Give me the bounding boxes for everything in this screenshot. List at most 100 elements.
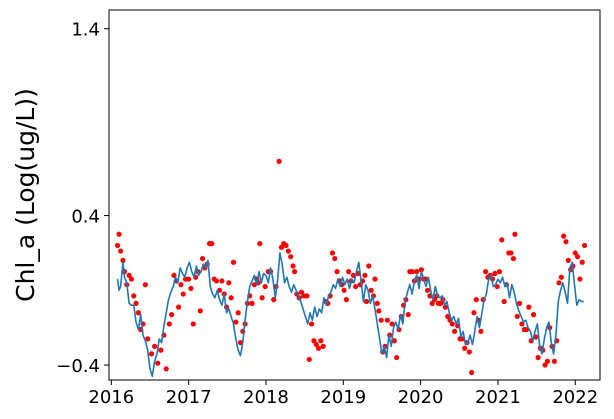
scatter-point [288,254,294,260]
scatter-point [530,312,537,318]
x-tick-label: 2017 [166,387,212,408]
scatter-point [343,297,349,303]
scatter-point [551,358,557,364]
scatter-point [152,343,158,349]
scatter-point [409,269,415,275]
scatter-point [306,356,312,363]
scatter-point [574,254,581,260]
scatter-point [565,257,571,263]
plot-content [114,158,588,378]
y-tick-label: −0.4 [56,356,100,377]
scatter-point [278,244,285,250]
scatter-point [394,354,400,361]
scatter-point [259,295,265,301]
scatter-point [118,248,124,254]
scatter-point [175,304,182,310]
scatter-point [178,282,184,288]
scatter-point [353,283,359,290]
scatter-point [135,310,141,316]
scatter-point [120,257,126,263]
scatter-point [166,321,172,327]
scatter-point [290,263,296,269]
scatter-point [558,274,564,280]
scatter-point [283,242,289,249]
scatter-point [291,269,298,275]
scatter-point [496,269,503,275]
x-tick-label: 2022 [552,387,598,408]
scatter-point [226,280,232,286]
scatter-point [334,269,340,275]
scatter-point [190,321,196,327]
scatter-point [452,328,458,335]
scatter-point [438,300,444,306]
scatter-point [384,317,390,323]
scatter-point [512,231,518,237]
scatter-point [318,338,324,344]
scatter-point [219,278,225,284]
y-axis-label: Chl_a (Log(ug/L)) [11,88,40,302]
scatter-point [188,285,194,292]
x-tick-label: 2018 [243,387,289,408]
scatter-point [116,231,122,237]
scatter-point [346,269,352,275]
scatter-point [473,297,479,303]
scatter-point [508,250,514,256]
scatter-point [526,304,532,310]
scatter-point [499,237,505,243]
scatter-point [556,280,562,286]
y-axis-ticks: −0.4 0.4 1.4 [56,20,109,377]
scatter-point [332,255,338,262]
scatter-point [577,276,583,282]
scatter-point [510,255,516,262]
scatter-point [471,310,477,316]
scatter-point [561,233,567,239]
scatter-point [362,272,368,278]
y-tick-label: 1.4 [71,20,100,41]
axes-frame [108,9,601,381]
scatter-point [572,250,578,256]
scatter-point [374,300,380,306]
scatter-point [366,263,372,269]
scatter-point [235,310,241,316]
scatter-point [142,282,148,288]
scatter-point [376,308,382,314]
scatter-point [228,295,234,301]
scatter-point [131,293,137,299]
scatter-point [197,308,203,314]
scatter-point [169,312,175,318]
scatter-point [516,300,523,306]
x-tick-label: 2021 [475,387,521,408]
scatter-point [535,354,541,361]
scatter-point [389,321,395,327]
scatter-point [482,269,489,275]
x-axis-ticks: 2016 2017 2018 2019 2020 2021 2022 [88,380,598,408]
scatter-point [418,267,424,273]
scatter-point [145,336,151,342]
scatter-point [368,287,374,293]
y-tick-label: 0.4 [71,207,100,228]
scatter-point [478,328,484,335]
scatter-point [163,366,169,372]
scatter-point [449,321,455,327]
scatter-point [230,259,237,265]
scatter-point [320,343,326,349]
scatter-point [542,362,548,368]
scatter-point [148,351,155,357]
scatter-point [158,347,164,353]
x-tick-label: 2020 [398,387,444,408]
scatter-point [311,338,317,344]
scatter-point [209,240,215,247]
scatter-point [445,313,451,320]
scatter-point [372,276,378,282]
scatter-point [563,239,569,245]
scatter-point [155,360,161,366]
scatter-point [424,287,431,293]
scatter-point [581,242,588,249]
scatter-point [128,276,135,282]
scatter-point [378,317,384,323]
scatter-point [462,345,468,351]
scatter-point [257,240,263,247]
scatter-point [285,248,291,254]
scatter-point [579,259,585,265]
